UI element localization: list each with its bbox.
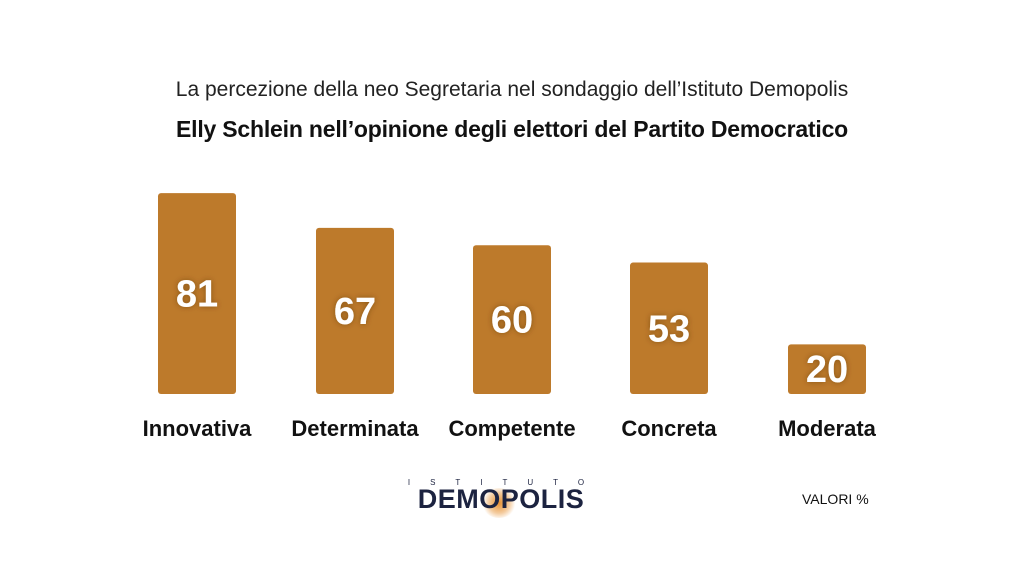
logo-glow-dot [482,488,516,518]
bar-moderata [788,344,866,394]
units-label: VALORI % [802,491,869,507]
bar-value-label: 81 [176,274,218,316]
category-label: Moderata [778,416,877,441]
chart-subtitle: La percezione della neo Segretaria nel s… [175,78,849,101]
bar-value-label: 60 [491,300,533,342]
bar-value-label: 53 [648,308,690,350]
logo-wordmark: DEMOPOLIS [417,484,585,514]
category-label: Innovativa [143,416,253,441]
bar-competente [473,245,551,394]
logo-top-text: ISTITUTO [407,478,605,487]
bar-determinata [316,227,394,394]
chart-title: Elly Schlein nell’opinione degli elettor… [175,116,849,142]
category-label: Determinata [291,416,419,441]
bar-concreta [630,262,708,394]
demopolis-logo: ISTITUTO DEMOPOLIS [394,478,608,518]
category-label: Concreta [621,416,717,441]
category-label: Competente [448,416,575,441]
bar-value-label: 20 [806,349,848,391]
bar-innovativa [158,193,236,394]
bar-value-label: 67 [334,291,376,333]
